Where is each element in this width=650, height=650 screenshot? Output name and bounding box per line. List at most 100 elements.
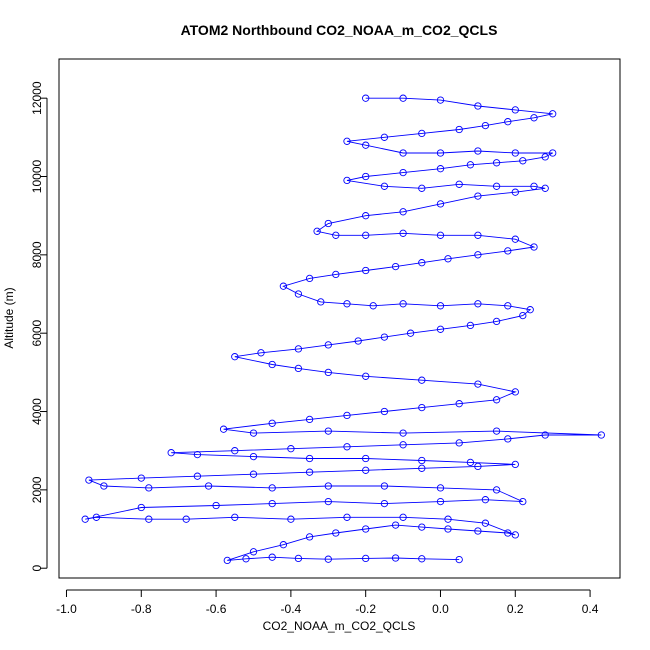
- data-point: [436, 231, 445, 239]
- y-tick-label: 4000: [30, 398, 44, 425]
- data-point: [519, 311, 527, 320]
- data-point: [391, 554, 400, 562]
- y-tick-label: 10000: [30, 160, 44, 194]
- data-point: [530, 182, 538, 190]
- data-point: [436, 149, 445, 157]
- data-point: [81, 515, 89, 523]
- data-point: [399, 441, 407, 449]
- data-point: [511, 531, 519, 539]
- data-point: [399, 513, 407, 521]
- data-point: [305, 533, 314, 541]
- data-point: [466, 321, 475, 330]
- data-point: [369, 302, 377, 310]
- data-point: [474, 380, 482, 388]
- data-point: [380, 499, 389, 508]
- data-point: [436, 200, 445, 208]
- data-point: [219, 425, 228, 433]
- data-point: [223, 556, 231, 565]
- data-point: [249, 429, 258, 437]
- data-point: [137, 503, 145, 512]
- x-tick-label: -0.2: [355, 602, 376, 616]
- data-point: [511, 460, 519, 469]
- data-point: [324, 555, 332, 563]
- data-point: [380, 182, 389, 190]
- data-point: [182, 515, 190, 523]
- series-line: [85, 97, 602, 561]
- data-point: [436, 497, 445, 506]
- data-point: [362, 466, 370, 474]
- data-point: [436, 325, 445, 333]
- data-point: [343, 176, 351, 185]
- data-point: [418, 129, 426, 138]
- data-point: [511, 188, 519, 196]
- data-point: [294, 554, 303, 563]
- data-point: [380, 133, 389, 141]
- data-point: [362, 372, 370, 380]
- x-axis-label: CO2_NOAA_m_CO2_QCLS: [263, 619, 416, 633]
- data-point: [362, 554, 370, 563]
- data-point: [167, 449, 175, 457]
- data-point: [279, 282, 288, 290]
- y-tick-label: 12000: [30, 81, 44, 115]
- data-point: [317, 298, 325, 306]
- data-point: [455, 125, 463, 134]
- data-point: [418, 523, 426, 531]
- data-point: [145, 515, 153, 523]
- data-point: [249, 470, 258, 478]
- data-point: [313, 227, 321, 235]
- data-point: [492, 427, 501, 435]
- data-point: [549, 110, 557, 118]
- data-point: [481, 496, 490, 504]
- data-point: [287, 515, 295, 523]
- data-point: [391, 521, 400, 529]
- data-point: [305, 468, 314, 476]
- data-point: [541, 153, 549, 161]
- data-point: [436, 302, 445, 310]
- data-point: [418, 259, 426, 267]
- plot-frame: [58, 58, 621, 579]
- data-point: [455, 555, 463, 564]
- x-tick-label: 0.4: [582, 602, 599, 616]
- data-point: [418, 184, 426, 192]
- data-point: [399, 149, 407, 157]
- data-point: [343, 411, 351, 420]
- data-point: [268, 553, 276, 561]
- data-point: [332, 231, 340, 239]
- data-point: [380, 407, 389, 416]
- data-point: [343, 137, 351, 145]
- data-point: [436, 165, 445, 173]
- data-point: [305, 274, 314, 283]
- data-point: [406, 329, 415, 337]
- data-point: [474, 527, 482, 535]
- data-point: [597, 431, 605, 439]
- data-point: [268, 499, 276, 508]
- data-point: [268, 484, 276, 492]
- data-point: [305, 454, 314, 463]
- data-point: [324, 497, 332, 506]
- data-point: [294, 345, 303, 353]
- data-point: [287, 445, 295, 453]
- data-point: [492, 396, 501, 404]
- data-point: [137, 474, 145, 482]
- data-point: [466, 458, 475, 467]
- data-point: [380, 482, 389, 490]
- data-point: [418, 464, 426, 472]
- data-point: [519, 497, 527, 506]
- data-point: [399, 168, 407, 177]
- data-point: [504, 529, 512, 537]
- data-point: [362, 212, 370, 220]
- data-point: [362, 525, 370, 533]
- data-point: [474, 192, 482, 200]
- data-point: [444, 255, 452, 263]
- data-point: [362, 231, 370, 239]
- data-point: [399, 208, 407, 216]
- data-point: [145, 484, 153, 492]
- data-point: [399, 429, 407, 437]
- data-point: [212, 501, 220, 510]
- data-point: [279, 541, 288, 549]
- data-point: [362, 141, 370, 149]
- data-point: [362, 454, 370, 463]
- data-point: [530, 243, 538, 251]
- data-point: [249, 452, 258, 461]
